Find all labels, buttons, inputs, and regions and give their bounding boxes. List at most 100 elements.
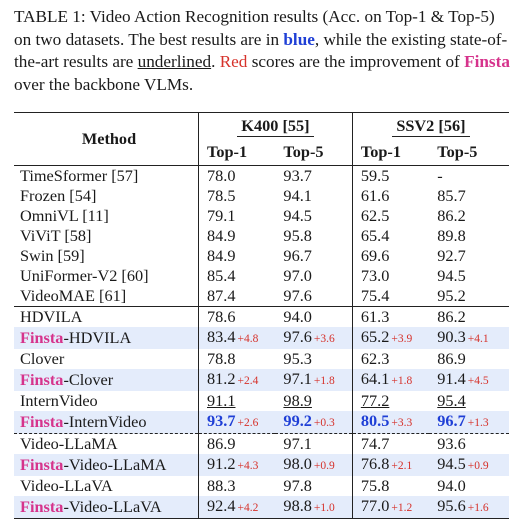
improvement-delta: +1.6 bbox=[467, 502, 489, 514]
score-cell-s5-value: 92.7 bbox=[437, 246, 466, 265]
score-cell-k1-value: 86.9 bbox=[207, 434, 236, 453]
score-cell-s5: 95.6 +1.6 bbox=[429, 496, 509, 519]
improvement-delta: +4.3 bbox=[237, 460, 259, 472]
method-cell-value: Video-LLaMA bbox=[20, 434, 118, 453]
method-cell-value: Clover bbox=[20, 349, 65, 368]
score-cell-k1-value: 92.4 bbox=[207, 496, 236, 515]
method-cell: Finsta-Video-LLaMA bbox=[14, 454, 199, 476]
improvement-delta: +2.4 bbox=[237, 375, 259, 387]
score-cell-s5: 95.2 bbox=[429, 286, 509, 307]
score-cell-k1-value: 78.6 bbox=[207, 307, 236, 326]
score-cell-s5: 86.2 bbox=[429, 307, 509, 328]
score-cell-s1-value: 73.0 bbox=[360, 266, 390, 285]
score-cell-k5: 94.5 bbox=[275, 206, 352, 226]
method-cell-value: HDVILA bbox=[20, 307, 83, 326]
score-cell-s1: 75.8 bbox=[351, 476, 430, 496]
improvement-delta: +0.3 bbox=[313, 417, 335, 429]
score-cell-s5-value: 89.8 bbox=[437, 226, 466, 245]
table-row: Swin [59] 84.9 96.7 69.6 92.7 bbox=[14, 246, 509, 266]
improvement-delta: +1.8 bbox=[391, 375, 413, 387]
score-cell-s1-value: 75.8 bbox=[360, 476, 390, 495]
score-cell-k5: 97.6 +3.6 bbox=[275, 327, 352, 349]
improvement-delta: +2.6 bbox=[237, 417, 259, 429]
score-cell-s1: 61.3 bbox=[351, 306, 430, 327]
method-cell-value: VideoMAE [61] bbox=[20, 286, 127, 305]
score-cell-k5-value: 95.3 bbox=[283, 349, 312, 368]
score-cell-k5: 97.6 bbox=[275, 286, 352, 307]
table-row-finsta: Finsta-Video-LLaVA 92.4 +4.2 98.8 +1.0 77.0 +1… bbox=[14, 496, 509, 519]
improvement-delta: +3.3 bbox=[391, 417, 413, 429]
method-cell: Frozen [54] bbox=[14, 186, 199, 206]
table-row-finsta: Finsta-Clover 81.2 +2.4 97.1 +1.8 64.1 +1.8 91.… bbox=[14, 369, 509, 391]
score-cell-s1-value: 65.2 bbox=[360, 327, 390, 346]
results-table: Method K400 [55] SSV2 [56] Top-1 Top-5 T… bbox=[14, 112, 509, 519]
score-cell-s5: 85.7 bbox=[429, 186, 509, 206]
score-cell-s5: 89.8 bbox=[429, 226, 509, 246]
score-cell-k1: 81.2 +2.4 bbox=[198, 369, 276, 391]
improvement-delta: +1.0 bbox=[313, 502, 335, 514]
improvement-delta: +0.9 bbox=[467, 460, 489, 472]
score-cell-s1: 62.5 bbox=[351, 206, 430, 226]
sota-rows: TimeSformer [57] 78.0 93.7 59.5- Frozen [54]… bbox=[14, 165, 509, 307]
method-suffix: -Video-LLaMA bbox=[63, 455, 167, 474]
score-cell-k1: 91.2 +4.3 bbox=[198, 454, 276, 476]
score-cell-s1: 61.6 bbox=[351, 186, 430, 206]
score-cell-s1: 74.7 bbox=[351, 433, 430, 454]
method-cell: OmniVL [11] bbox=[14, 206, 199, 226]
score-cell-s5-value: 94.5 bbox=[437, 454, 466, 473]
score-cell-s5: 94.5 bbox=[429, 266, 509, 286]
score-cell-k5-value: 94.1 bbox=[283, 186, 312, 205]
score-cell-k1-value: 79.1 bbox=[207, 206, 236, 225]
group-label: SSV2 [56] bbox=[392, 116, 470, 137]
score-cell-s1-value: 62.3 bbox=[360, 349, 390, 368]
method-cell-value: Frozen [54] bbox=[20, 186, 97, 205]
score-cell-k1: 79.1 bbox=[198, 206, 276, 226]
improvement-delta: +1.3 bbox=[467, 417, 489, 429]
improvement-delta: +4.1 bbox=[467, 333, 489, 345]
score-cell-s1: 76.8 +2.1 bbox=[351, 454, 430, 476]
score-cell-k5: 98.0 +0.9 bbox=[275, 454, 352, 476]
table-row: Video-LLaMA 86.9 97.1 74.7 93.6 bbox=[14, 433, 509, 455]
results-table-wrapper: Method K400 [55] SSV2 [56] Top-1 Top-5 T… bbox=[14, 112, 509, 519]
table-row: Video-LLaVA 88.3 97.8 75.8 94.0 bbox=[14, 476, 509, 496]
header-row-groups: Method K400 [55] SSV2 [56] bbox=[14, 112, 509, 148]
method-cell: Clover bbox=[14, 349, 199, 369]
score-cell-k5: 97.0 bbox=[275, 266, 352, 286]
score-cell-k5: 94.1 bbox=[275, 186, 352, 206]
score-cell-k5-value: 97.0 bbox=[283, 266, 312, 285]
score-cell-k1: 78.8 bbox=[198, 349, 276, 369]
method-cell: Finsta-InternVideo bbox=[14, 411, 199, 434]
improvement-delta: +4.8 bbox=[237, 333, 259, 345]
score-cell-k5-value: 97.1 bbox=[283, 434, 312, 453]
score-cell-s1: 64.1 +1.8 bbox=[351, 369, 430, 391]
score-cell-k5-value: 94.5 bbox=[283, 206, 312, 225]
score-cell-s1: 80.5 +3.3 bbox=[351, 411, 430, 434]
method-cell: Finsta-Clover bbox=[14, 369, 199, 391]
table-row: HDVILA 78.6 94.0 61.3 86.2 bbox=[14, 306, 509, 328]
score-cell-s5: 86.9 bbox=[429, 349, 509, 369]
table-row-finsta: Finsta-InternVideo 93.7 +2.6 99.2 +0.3 80.5 +3… bbox=[14, 411, 509, 434]
score-cell-s1-value: 76.8 bbox=[360, 454, 390, 473]
method-cell: InternVideo bbox=[14, 391, 199, 411]
score-cell-s5: 95.4 bbox=[429, 391, 509, 411]
score-cell-k1: 78.6 bbox=[198, 306, 276, 327]
score-cell-s1-value: 69.6 bbox=[360, 246, 390, 265]
score-cell-s5-value: 90.3 bbox=[437, 327, 466, 346]
score-cell-s1: 62.3 bbox=[351, 349, 430, 369]
score-cell-k5: 95.3 bbox=[275, 349, 352, 369]
method-cell: Video-LLaMA bbox=[14, 434, 199, 455]
subheader-top1: Top-1 bbox=[198, 139, 276, 166]
score-cell-s1-value: 80.5 bbox=[360, 411, 390, 430]
method-cell: Swin [59] bbox=[14, 246, 199, 266]
score-cell-s1: 65.2 +3.9 bbox=[351, 327, 430, 349]
score-cell-k5: 98.8 +1.0 bbox=[275, 496, 352, 519]
method-cell: HDVILA bbox=[14, 307, 199, 328]
score-cell-k5-value: 97.6 bbox=[283, 286, 312, 305]
method-suffix: -Clover bbox=[63, 370, 114, 389]
score-cell-k5: 97.1 bbox=[275, 434, 352, 455]
method-cell: Finsta-HDVILA bbox=[14, 327, 199, 349]
score-cell-s5: 94.0 bbox=[429, 476, 509, 496]
score-cell-k1-value: 84.9 bbox=[207, 226, 236, 245]
method-suffix: -InternVideo bbox=[63, 412, 147, 431]
score-cell-s1-value: 74.7 bbox=[360, 434, 390, 453]
